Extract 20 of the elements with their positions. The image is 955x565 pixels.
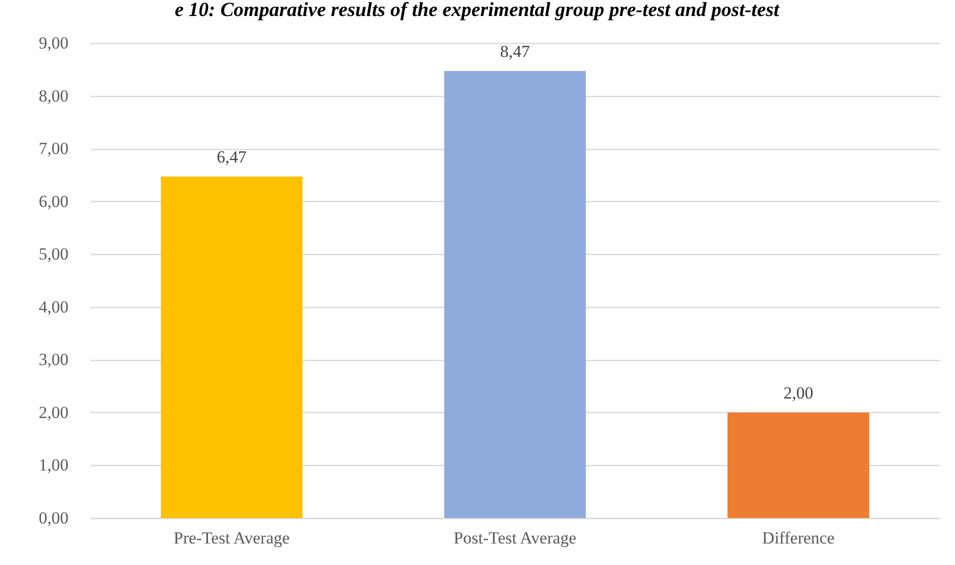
y-tick-label: 7,00 (38, 139, 68, 158)
y-tick-label: 2,00 (38, 402, 68, 422)
y-tick-label: 9,00 (38, 34, 68, 52)
bar (444, 70, 586, 518)
chart-title: e 10: Comparative results of the experimental group pre-test and post-test (174, 0, 781, 21)
x-tick-label: Pre-Test Average (174, 528, 290, 548)
bar (728, 412, 870, 518)
x-tick-label: Difference (762, 528, 835, 548)
y-tick-label: 0,00 (38, 508, 68, 528)
x-tick-label: Post-Test Average (454, 528, 576, 548)
y-tick-label: 6,00 (38, 192, 68, 211)
y-tick-label: 4,00 (38, 297, 68, 316)
y-tick-label: 5,00 (38, 244, 68, 264)
y-tick-label: 1,00 (38, 456, 68, 475)
bar (160, 176, 302, 518)
data-label: 8,47 (500, 42, 530, 61)
y-tick-label: 8,00 (38, 86, 68, 106)
data-label: 2,00 (783, 383, 814, 402)
data-label: 6,47 (216, 148, 248, 167)
y-tick-label: 3,00 (38, 350, 68, 370)
